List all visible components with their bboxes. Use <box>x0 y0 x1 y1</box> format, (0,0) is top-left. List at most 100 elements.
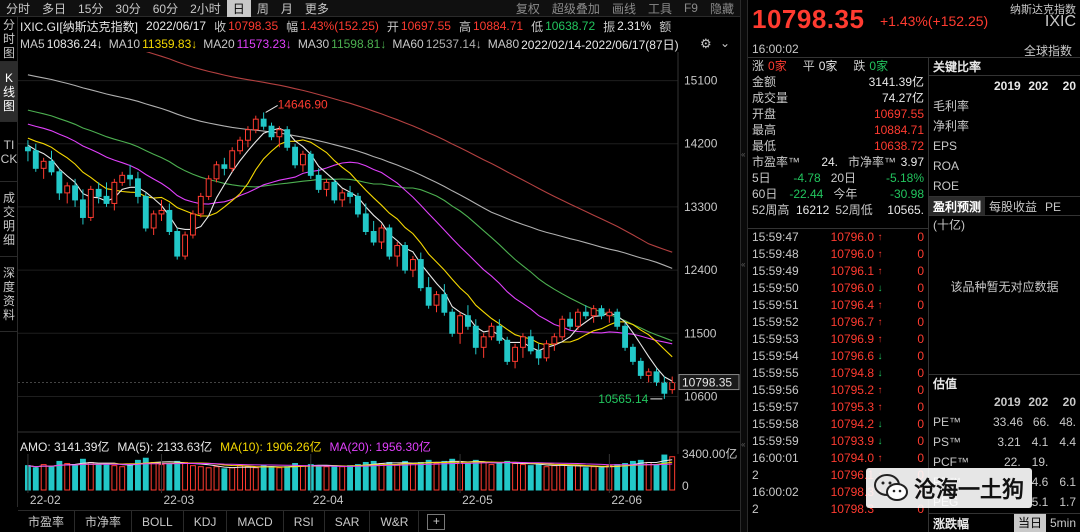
candle-body <box>315 174 322 190</box>
change-rank-title: 涨跌幅 <box>933 516 970 531</box>
toolbar-tool-5[interactable]: 隐藏 <box>709 1 734 16</box>
candle-body <box>307 153 314 176</box>
trade-price: 10795.3 <box>830 400 874 414</box>
trade-row: 15:59:58 10794.2 ↓ 0 <box>748 416 928 433</box>
period-tab-5[interactable]: 2小时 <box>190 1 221 16</box>
5min-button[interactable]: 5min <box>1049 516 1076 530</box>
high-label: 高 <box>458 19 471 34</box>
left-tab-0[interactable]: 分时图 <box>0 17 18 62</box>
volume-bar <box>661 454 668 491</box>
add-indicator-button[interactable]: + <box>427 513 446 530</box>
period-tab-1[interactable]: 多日 <box>42 1 67 16</box>
left-tab-4[interactable]: 深度资料 <box>0 257 18 332</box>
candle-body <box>354 195 361 215</box>
trade-row: 15:59:55 10794.8 ↓ 0 <box>748 365 928 382</box>
x-tick-label: 22-05 <box>462 493 493 507</box>
period-tab-8[interactable]: 月 <box>280 1 293 16</box>
arrow-up-icon: ↑ <box>877 453 883 464</box>
today-button[interactable]: 当日 <box>1013 514 1046 532</box>
fin-cell <box>1048 156 1076 176</box>
candle-body <box>347 192 354 197</box>
index-category[interactable]: 全球指数 <box>1023 44 1072 58</box>
period-tab-9[interactable]: 更多 <box>304 1 329 16</box>
quote-key-1: 成交量 <box>752 91 789 105</box>
indicator-tab-0[interactable]: 市盈率 <box>18 510 76 532</box>
indicator-tab-2[interactable]: BOLL <box>132 510 184 532</box>
gear-icon[interactable]: ⚙ <box>700 36 712 51</box>
w52l-label: 52周低 <box>835 203 873 217</box>
volume-bar <box>182 461 189 491</box>
down-count: 0家 <box>869 59 889 73</box>
candle-body <box>103 195 110 204</box>
indicator-tab-4[interactable]: MACD <box>227 510 284 532</box>
kline-chart[interactable]: 15100 14200 13300 12400 11500 10600 14646.90 10… <box>18 52 740 510</box>
volume-bar <box>244 466 251 491</box>
quote-info-bar: IXIC.GI[纳斯达克指数] 2022/06/17 收 10798.35 幅 … <box>20 17 671 35</box>
forecast-tab-0[interactable]: 盈利预测 <box>929 197 986 215</box>
trade-row: 2 10798.3 0 <box>748 501 928 518</box>
toolbar-tool-2[interactable]: 画线 <box>611 1 636 16</box>
volume-bar <box>276 467 283 491</box>
collapse-arrow-icon[interactable]: « <box>741 260 746 269</box>
trade-qty: 0 <box>917 264 924 278</box>
trade-price: 10794.2 <box>830 417 874 431</box>
fin-year-2: 20 <box>1062 79 1077 93</box>
trade-price: 10796.7 <box>830 315 874 329</box>
candle-body <box>323 181 330 190</box>
indicator-tab-1[interactable]: 市净率 <box>75 510 133 532</box>
trade-row: 15:59:48 10796.0 ↑ 0 <box>748 246 928 263</box>
volume-bar <box>496 463 503 491</box>
period-tab-2[interactable]: 15分 <box>78 1 104 16</box>
candle-body <box>472 325 479 348</box>
volume-bar <box>197 466 204 491</box>
candle-body <box>221 164 228 169</box>
period-tab-7[interactable]: 周 <box>256 1 269 16</box>
indicator-tabs: 市盈率 市净率 BOLL KDJ MACD RSI SAR W&R + <box>18 510 740 532</box>
toolbar-tool-0[interactable]: 复权 <box>515 1 540 16</box>
period-toolbar: 分时 多日 15分 30分 60分 2小时日周月更多 复权 超级叠加 画线 工具 F9 隐藏 <box>0 0 740 17</box>
valuation-cell: 6.1 <box>1059 475 1077 489</box>
left-tab-1[interactable]: K线图 <box>0 62 18 122</box>
toolbar-tool-1[interactable]: 超级叠加 <box>551 1 600 16</box>
volume-bar <box>127 464 134 491</box>
collapse-arrow-icon[interactable]: « <box>741 150 746 159</box>
left-tab-3[interactable]: 成交明细 <box>0 182 18 257</box>
candle-body <box>127 174 134 180</box>
panel-divider[interactable]: « « « <box>740 0 748 532</box>
volume-bar <box>527 465 534 491</box>
fin-cell <box>993 156 1021 176</box>
period-tab-3[interactable]: 30分 <box>115 1 141 16</box>
period-tab-6[interactable]: 日 <box>226 0 251 17</box>
val-year-0: 2019 <box>993 395 1021 409</box>
chevron-down-icon[interactable]: ⌄ <box>720 36 731 50</box>
period-tab-4[interactable]: 60分 <box>152 1 179 16</box>
quote-value-0: 3141.39亿 <box>868 75 924 89</box>
collapse-arrow-icon[interactable]: « <box>741 440 746 449</box>
watermark: 沧海一土狗 <box>866 468 1033 508</box>
period-tab-0[interactable]: 分时 <box>6 1 31 16</box>
pb-value: 3.97 <box>900 155 924 169</box>
forecast-tab-2[interactable]: PE <box>1045 200 1062 214</box>
indicator-tab-5[interactable]: RSI <box>284 510 325 532</box>
candle-body <box>119 174 126 183</box>
ma-label-2: MA20 <box>203 37 235 51</box>
left-tab-2[interactable]: TICK <box>0 122 18 182</box>
candle-body <box>425 287 432 306</box>
toolbar-tool-3[interactable]: 工具 <box>647 1 672 16</box>
ma80-line <box>145 52 673 253</box>
quote-date: 2022/06/17 <box>146 19 207 33</box>
indicator-tab-3[interactable]: KDJ <box>184 510 228 532</box>
volume-bar <box>48 466 55 491</box>
candle-body <box>56 171 63 194</box>
tick-trades-list[interactable]: 15:59:47 10796.0 ↑ 0 15:59:48 10796.0 ↑ 0 15:59:… <box>748 228 928 518</box>
trade-qty: 0 <box>917 400 924 414</box>
indicator-tab-6[interactable]: SAR <box>325 510 371 532</box>
arrow-up-icon: ↑ <box>877 300 883 311</box>
forecast-tab-1[interactable]: 每股收益 <box>989 200 1038 214</box>
amo-value: AMO: 3141.39亿 <box>20 440 110 454</box>
candle-body <box>433 294 440 306</box>
volume-bar <box>87 461 94 491</box>
indicator-tab-7[interactable]: W&R <box>370 510 420 532</box>
candle-body <box>567 318 574 327</box>
toolbar-tool-4[interactable]: F9 <box>683 1 698 15</box>
